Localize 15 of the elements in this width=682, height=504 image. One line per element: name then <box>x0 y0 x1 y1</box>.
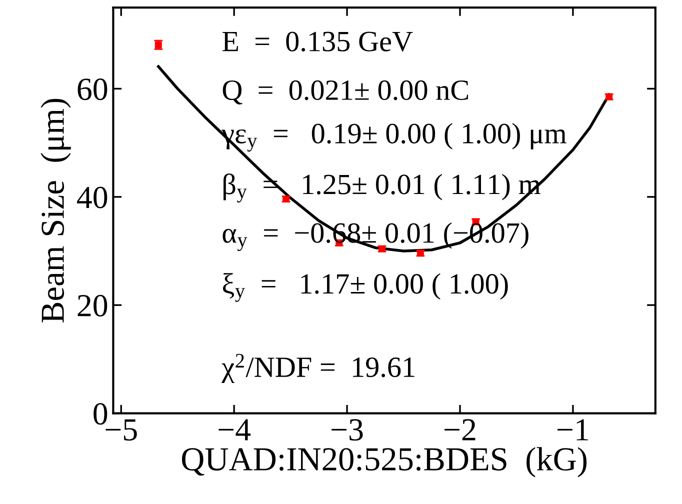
y-tick-label: 60 <box>78 78 108 100</box>
x-tick-label: −2 <box>444 419 476 440</box>
y-axis-title: Beam Size (μm) <box>40 98 71 323</box>
x-axis-title: QUAD:IN20:525:BDES (kG) <box>182 447 587 478</box>
annotation: E = 0.135 GeV <box>222 32 413 52</box>
y-tick-label: 40 <box>77 186 108 208</box>
y-tick-label: 20 <box>78 294 108 316</box>
x-tick-label: −4 <box>218 419 251 440</box>
x-tick-label: −5 <box>106 419 137 441</box>
annotation: χ$^{2}$/NDF = 19.61 <box>222 354 414 384</box>
x-tick-label: −1 <box>558 419 588 440</box>
annotation: ξ$_{y}$ = 1.17± 0.00 ( 1.00) <box>222 273 508 302</box>
annotation: Q = 0.021± 0.00 nC <box>222 80 468 105</box>
y-tick-label: 0 <box>94 403 108 425</box>
x-tick-label: −3 <box>332 419 363 441</box>
